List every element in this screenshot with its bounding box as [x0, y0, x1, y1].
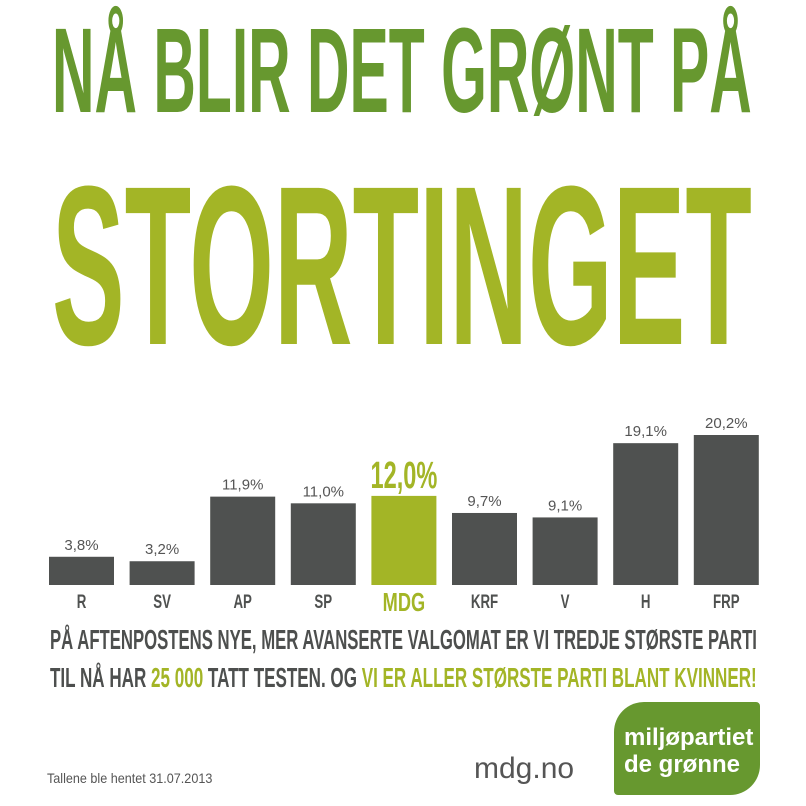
logo-line2: de grønne: [624, 751, 741, 778]
info-text: PÅ AFTENPOSTENS NYE, MER AVANSERTE VALGO…: [50, 624, 757, 655]
bar-h: [613, 443, 679, 585]
bar-mdg: [371, 495, 437, 585]
bar-ap: [210, 496, 276, 585]
category-label: KRF: [471, 592, 498, 613]
value-label: 11,9%: [222, 477, 263, 494]
category-label: SP: [314, 592, 332, 613]
category-label: R: [77, 592, 87, 613]
value-label: 11,0%: [303, 483, 344, 500]
category-label: FRP: [713, 592, 740, 613]
headline-line2: STORTINGET: [52, 140, 752, 393]
bar-chart: 3,8% R 3,2% SV 11,9% AP 11,0% SP 12,0% MDG 9,7% KRF…: [49, 415, 759, 617]
info-text: TIL NÅ HAR: [50, 662, 152, 693]
category-label: H: [641, 592, 651, 613]
value-label: 12,0%: [370, 453, 437, 496]
bar-krf: [452, 512, 517, 585]
value-label: 3,2%: [145, 541, 179, 558]
category-label: SV: [153, 592, 171, 613]
value-label: 20,2%: [705, 415, 748, 432]
info-highlight: 25 000: [151, 662, 204, 693]
bar-v: [532, 517, 598, 585]
headline-line1: NÅ BLIR DET GRØNT PÅ: [52, 2, 752, 138]
data-date-note: Tallene ble hentet 31.07.2013: [47, 770, 213, 786]
category-label: MDG: [383, 588, 425, 617]
bar-r: [49, 556, 114, 585]
bar-sp: [290, 503, 356, 585]
bar-frp: [693, 435, 759, 585]
category-label: AP: [233, 592, 252, 613]
value-label: 9,7%: [467, 493, 501, 510]
value-label: 3,8%: [64, 537, 98, 554]
info-highlight: VI ER ALLER STØRSTE PARTI BLANT KVINNER!: [361, 662, 757, 693]
party-logo: miljøpartiet de grønne: [614, 702, 760, 795]
website-link[interactable]: mdg.no: [474, 752, 575, 785]
value-label: 9,1%: [548, 497, 582, 514]
info-line-1: PÅ AFTENPOSTENS NYE, MER AVANSERTE VALGO…: [50, 624, 757, 656]
info-line-2: TIL NÅ HAR 25 000 TATT TESTEN. OG VI ER …: [50, 662, 757, 694]
logo-line1: miljøpartiet: [624, 724, 754, 751]
info-text: TATT TESTEN. OG: [203, 662, 362, 693]
category-label: V: [561, 592, 570, 613]
bar-sv: [129, 561, 195, 585]
value-label: 19,1%: [624, 423, 667, 440]
